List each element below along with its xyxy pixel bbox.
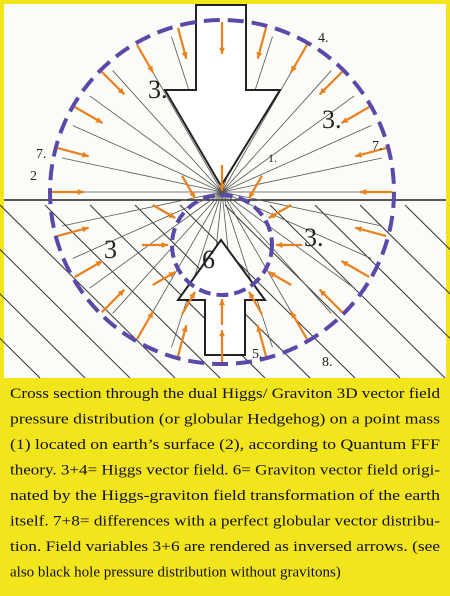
field-arrowhead [218,299,226,306]
field-arrowhead [341,261,349,267]
hatch-line [314,204,450,340]
diagram-label: 2 [30,169,37,184]
field-arrowhead [218,184,226,191]
caption-line: Cross section through the dual Higgs/ Gr… [10,386,441,402]
caption-line: theory. 3+4= Higgs vector field. 6= Grav… [10,463,440,479]
hatch-line [224,204,401,379]
field-arrowhead [168,212,176,218]
hatch-line [404,204,450,251]
field-arrowhead [181,325,188,333]
hatch-line [0,204,176,379]
diagram-label: 1. [268,151,277,165]
down-arrow [163,4,282,188]
field-arrowhead [268,272,276,278]
hatch-line [0,248,131,379]
spoke [112,70,223,193]
diagram-label: 8. [322,355,333,370]
field-arrowhead [319,289,327,297]
diagram-label: 3 [104,235,117,264]
spoke [171,191,223,348]
diagram-label: 6 [202,245,215,274]
up-arrow [176,238,267,356]
field-arrowhead [117,289,125,297]
field-arrowhead [168,272,176,278]
outer-circle [48,18,396,366]
hatch-line [179,204,356,379]
spoke [221,70,332,193]
spoke [221,157,382,193]
spoke [139,50,223,193]
spoke [221,191,273,348]
field-arrowhead [218,47,226,54]
field-arrowhead [256,51,263,59]
field-arrowhead [276,241,283,249]
field-arrowhead [189,191,195,199]
diagram-label: 7. [36,147,47,162]
caption-line: itself. 7+8= differences with a perfect … [10,514,440,530]
spoke [89,191,223,289]
spoke [221,95,355,193]
spoke [221,50,305,193]
field-arrowhead [77,188,84,196]
field-arrowhead [319,87,327,95]
field-arrowhead [81,226,89,233]
spoke [139,191,223,334]
field-arrowhead [360,188,367,196]
field-arrowhead [95,261,103,267]
caption-line: pressure distribution (or globular Hedge… [10,412,440,428]
field-arrowhead [189,291,195,299]
field-arrows [52,22,392,362]
spoke [89,95,223,193]
field-arrowhead [218,330,226,337]
field-arrowhead [147,311,153,319]
hatch-line [0,337,41,379]
diagram-label: 3. [304,223,324,252]
field-arrowhead [81,151,89,158]
field-arrowhead [291,65,297,73]
caption-line: (1) located on earth’s surface (2), acco… [10,437,440,453]
diagram-label: 3. [148,75,168,104]
spoke [221,125,372,193]
hatch-line [269,204,446,379]
field-arrowhead [355,226,363,233]
field-arrowhead [161,241,168,249]
spoke [221,191,305,334]
diagram-label: 5. [252,347,263,362]
field-arrowhead [117,87,125,95]
field-arrowhead [249,291,255,299]
inner-circle [170,193,274,297]
diagram-label: 7. [372,139,383,154]
caption-line: also black hole pressure distribution wi… [10,565,341,581]
field-arrowhead [181,51,188,59]
field-arrowhead [256,325,263,333]
field-arrowhead [249,191,255,199]
spoke [221,191,332,314]
spoke [72,125,223,193]
spoke [221,191,355,289]
hatch-line [359,204,450,295]
caption-line: nated by the Higgs-graviton field transf… [10,488,441,504]
field-arrowhead [147,65,153,73]
field-arrowhead [95,117,103,123]
spoke [112,191,223,314]
caption-line: tion. Field variables 3+6 are rendered a… [10,539,440,555]
diagram-label: 4. [318,31,329,46]
caption-box [4,380,446,592]
field-arrowhead [268,212,276,218]
spoke [62,157,223,193]
hatch-line [0,293,86,379]
field-arrowhead [341,117,349,123]
diagram-label: 3. [322,105,342,134]
field-arrowhead [355,151,363,158]
field-arrowhead [291,311,297,319]
